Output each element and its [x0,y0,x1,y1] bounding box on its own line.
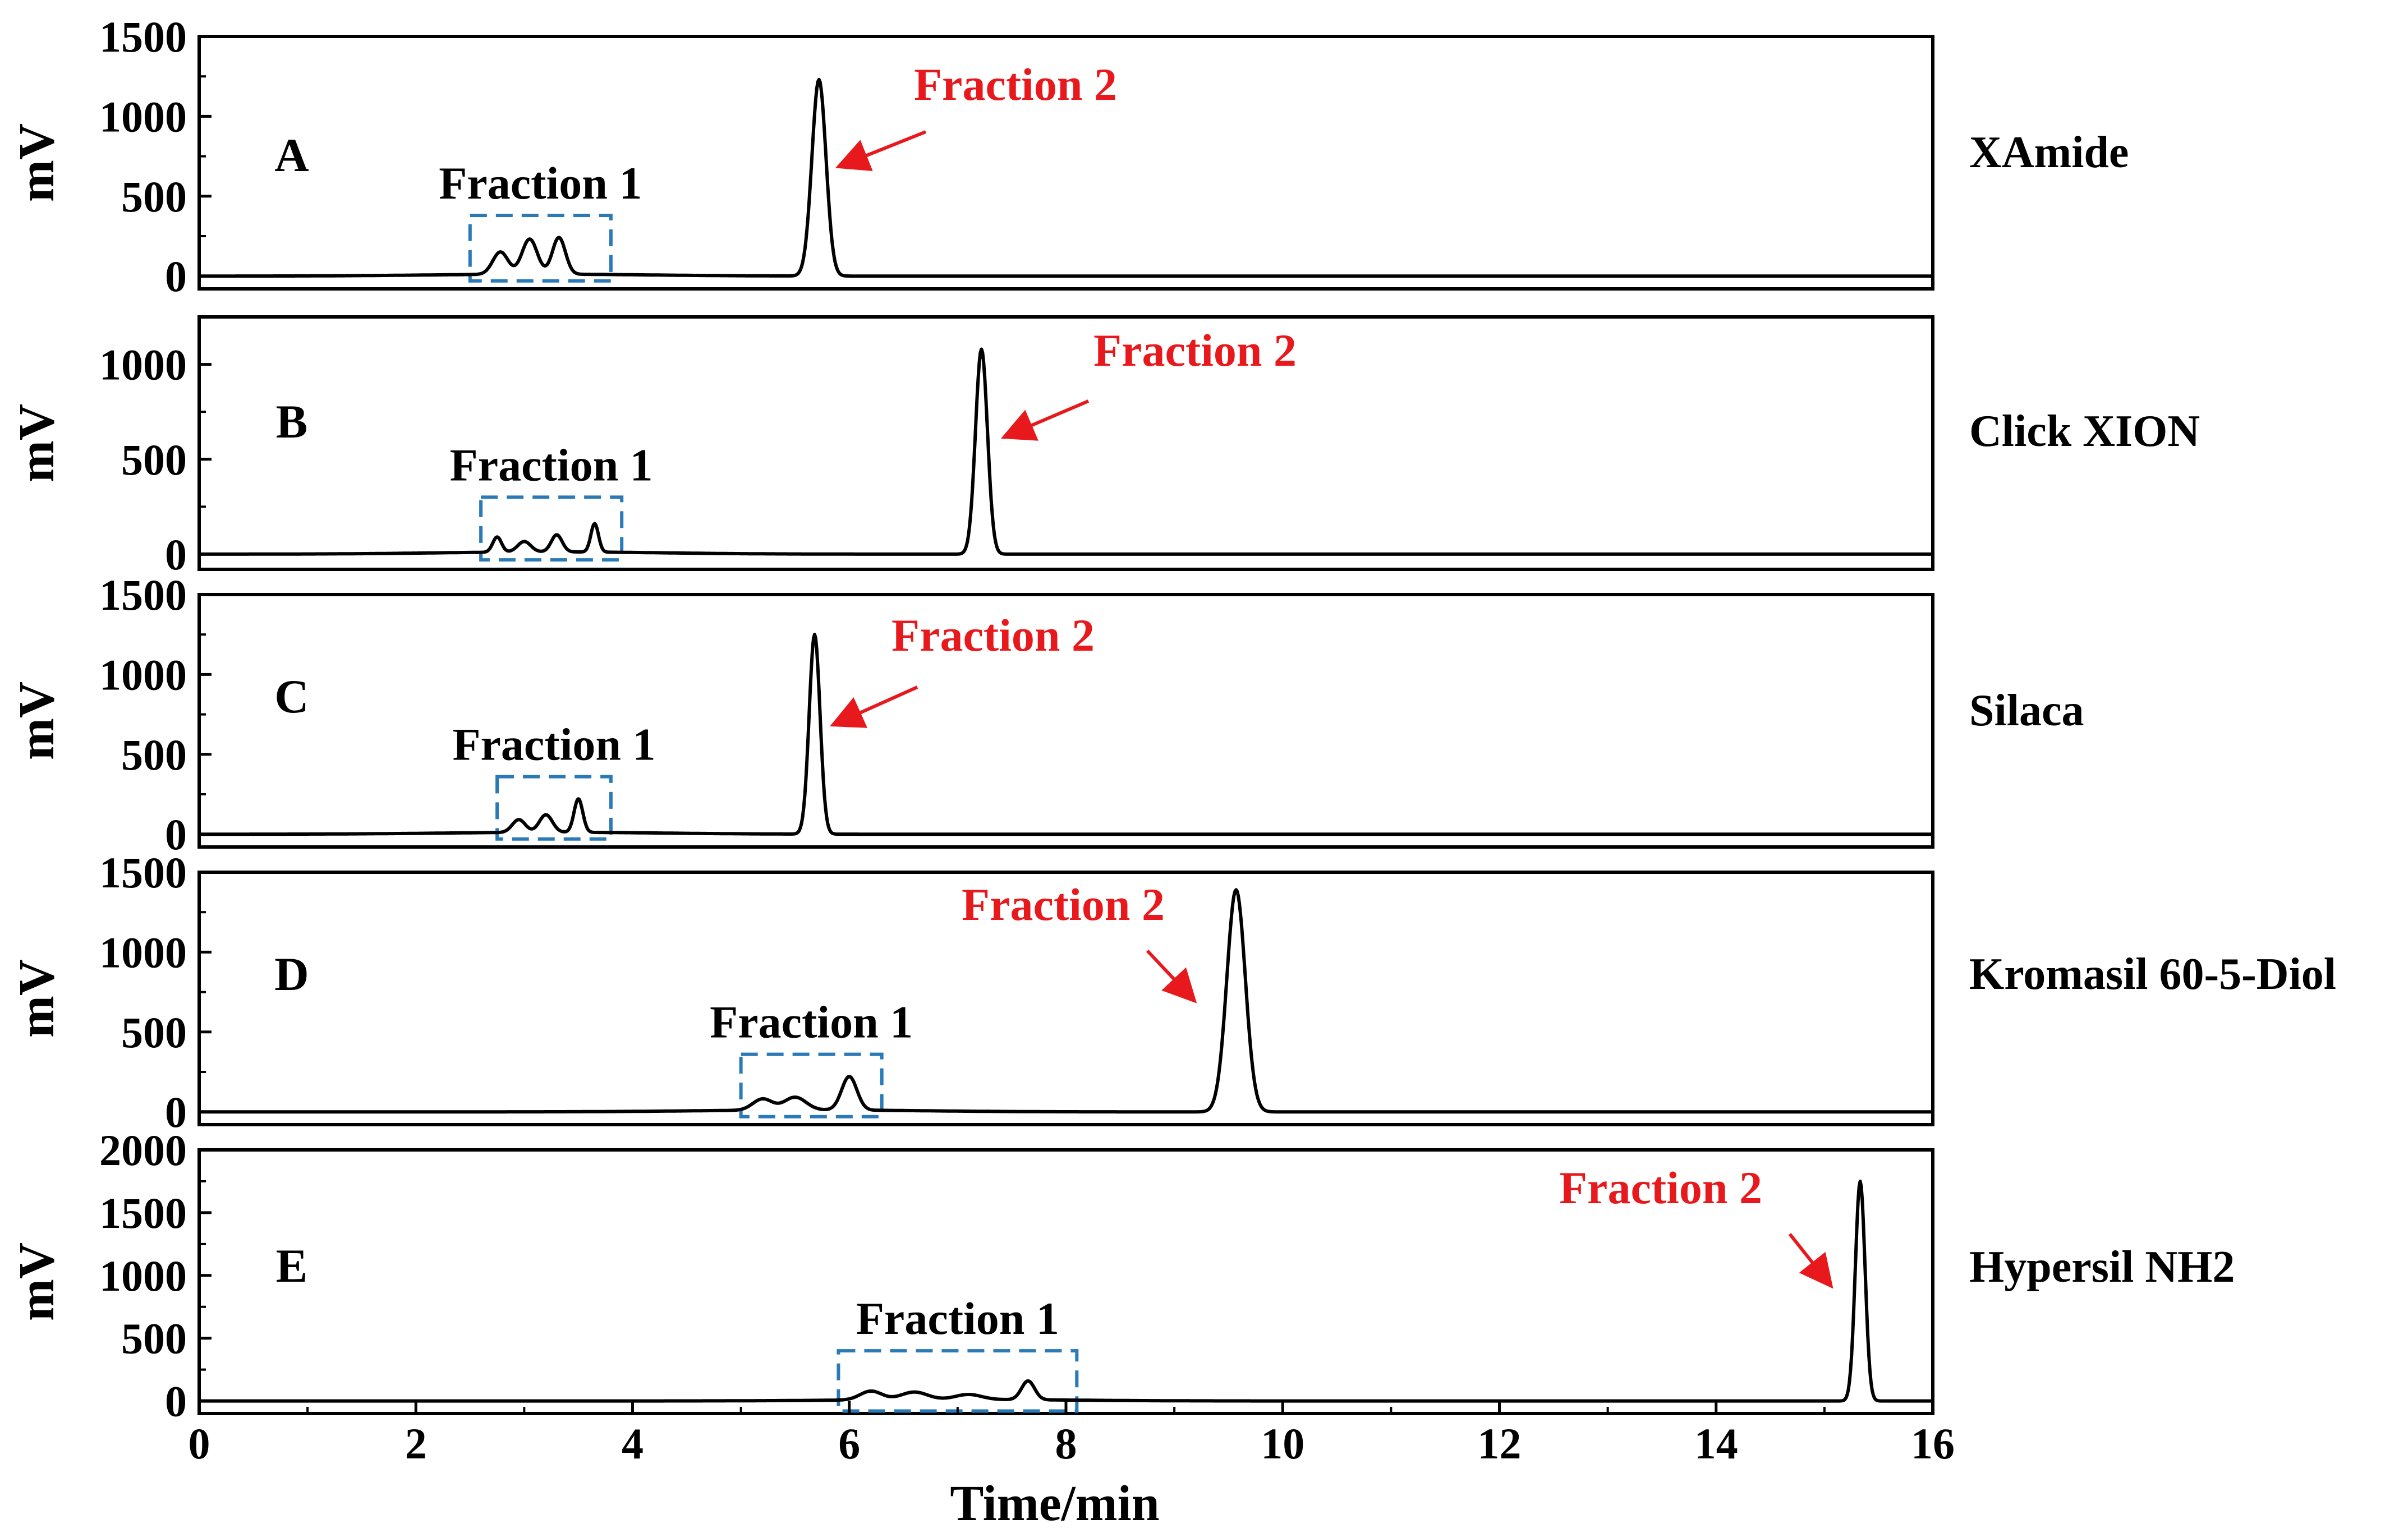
x-axis: 0 2 4 6 8 10 12 14 16 [189,1401,1955,1468]
y-tick-label: 1500 [99,848,187,897]
y-tick-label: 1000 [99,92,187,141]
x-axis-title: Time/min [950,1476,1159,1531]
panel-frame [197,593,1934,849]
panel-frame [197,315,1934,571]
fraction-2-label: Fraction 2 [914,59,1117,110]
x-tick-label: 12 [1478,1419,1522,1468]
x-tick-label: 14 [1694,1419,1738,1468]
x-tick-label: 2 [405,1419,427,1468]
y-axis-title: mV [9,404,65,482]
y-tick-label: 1500 [99,12,187,61]
column-name: Hypersil NH2 [1969,1242,2235,1292]
chromatogram-trace [198,77,1934,278]
fraction-2-arrow [1788,1233,1833,1289]
fraction-2-label: Fraction 2 [891,610,1095,661]
chromatogram-trace [198,888,1934,1114]
y-tick-label: 1000 [99,340,187,389]
column-name: XAmide [1969,128,2129,177]
x-tick-label: 0 [189,1419,210,1468]
panel-label: C [274,670,309,723]
panel-label: D [274,948,309,1001]
chromatogram-trace [198,347,1934,556]
fraction-1-box [479,495,624,562]
chromatogram-trace [198,633,1934,836]
x-tick-label: 6 [838,1419,860,1468]
fraction-1-box [837,1349,1079,1413]
panels-layer: 0 500 1000 1500 mV A XAmide Fraction 1 Fraction … [9,12,2336,1426]
column-name: Kromasil 60-5-Diol [1969,950,2336,999]
fraction-2-label: Fraction 2 [1093,325,1297,376]
column-name: Silaca [1969,686,2084,735]
panel-label: A [274,129,309,182]
fraction-1-box [495,775,613,841]
fraction-1-box [739,1052,884,1118]
fraction-1-label: Fraction 1 [450,439,653,490]
fraction-1-label: Fraction 1 [856,1293,1059,1344]
y-tick-label: 0 [165,810,187,859]
y-tick-label: 500 [121,435,187,484]
x-tick-label: 4 [622,1419,644,1468]
y-tick-label: 1500 [99,570,187,619]
panel-c: 0 500 1000 1500 mV C Silaca Fraction 1 Fraction … [9,570,2084,859]
fraction-1-box [468,213,613,283]
y-tick-label: 500 [121,730,187,779]
y-tick-label: 0 [165,1377,187,1426]
panel-b: 0 500 1000 mV B Click XION Fraction 1 Fraction … [9,315,2200,579]
y-axis-title: mV [9,123,65,202]
panel-label: B [276,395,308,448]
fraction-2-arrow [830,685,918,728]
panel-label: E [276,1240,308,1292]
panel-frame [197,871,1934,1126]
fraction-2-label: Fraction 2 [1559,1162,1762,1213]
y-tick-label: 0 [165,252,187,301]
y-axis-title: mV [9,682,65,760]
y-tick-label: 2000 [99,1126,187,1175]
y-tick-label: 500 [121,1314,187,1363]
y-tick-label: 1000 [99,928,187,977]
fraction-2-arrow [1146,949,1197,1003]
y-tick-label: 1000 [99,650,187,699]
panel-a: 0 500 1000 1500 mV A XAmide Fraction 1 Fraction … [9,12,2129,301]
x-tick-label: 10 [1261,1419,1304,1468]
y-axis-title: mV [9,1242,65,1321]
panel-d: 0 500 1000 1500 mV D Kromasil 60-5-Diol Fractio… [9,848,2336,1136]
y-axis-title: mV [9,959,65,1038]
fraction-1-label: Fraction 1 [710,997,913,1048]
x-tick-label: 8 [1055,1419,1077,1468]
y-tick-label: 500 [121,1008,187,1057]
fraction-2-label: Fraction 2 [962,879,1165,930]
x-tick-label: 16 [1911,1419,1955,1468]
panel-frame [197,35,1934,291]
y-tick-label: 0 [165,1088,187,1136]
fraction-1-label: Fraction 1 [439,158,642,209]
column-name: Click XION [1969,407,2200,456]
fraction-2-arrow [835,130,927,172]
panel-e: 0 500 1000 1500 2000 mV E Hypersil NH2 Fraction … [9,1126,2235,1426]
fraction-2-arrow [1000,399,1090,441]
chromatogram-trace [198,1180,1934,1403]
fraction-1-label: Fraction 1 [452,719,655,770]
y-tick-label: 0 [165,530,187,579]
y-tick-label: 1500 [99,1189,187,1237]
y-tick-label: 1000 [99,1251,187,1300]
y-tick-label: 500 [121,172,187,221]
